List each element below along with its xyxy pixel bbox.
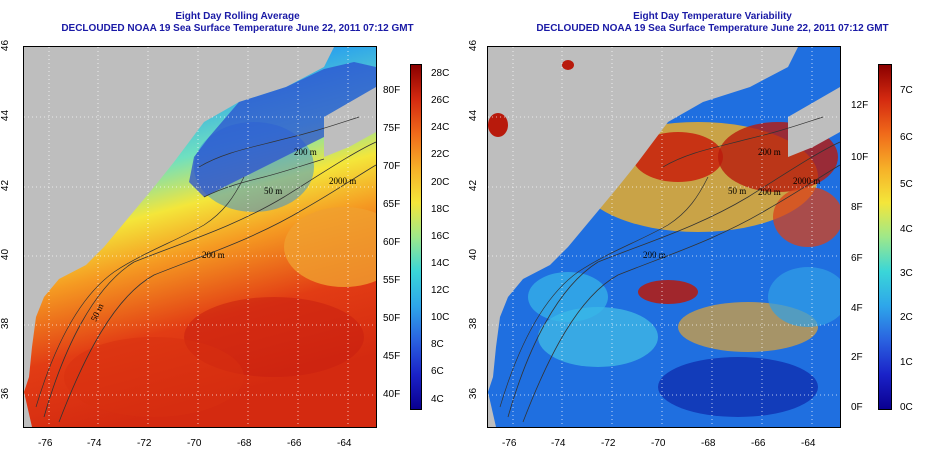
right-cb-f-6: 0F [851, 402, 863, 413]
contour-label-3: 200 m [294, 147, 317, 157]
left-cb-c-3: 22C [431, 149, 450, 160]
sst-variability-graphic: 200 m 2000 m 200 m 50 m 200 m [488, 47, 840, 427]
right-ytick-46: 46 [468, 39, 480, 52]
right-cb-f-1: 10F [851, 152, 869, 163]
contour-label-1: 200 m [643, 250, 666, 260]
right-cb-c-5: 2C [900, 312, 913, 323]
right-xtick-64: -64 [801, 438, 816, 449]
right-panel: Eight Day Temperature Variability DECLOU… [468, 0, 950, 475]
left-ytick-42: 42 [0, 179, 12, 192]
left-title-line1: Eight Day Rolling Average [175, 11, 300, 22]
left-cb-c-9: 10C [431, 312, 450, 323]
right-cb-f-5: 2F [851, 352, 863, 363]
right-colorbar [878, 64, 892, 410]
right-cb-c-3: 4C [900, 224, 913, 235]
left-cb-f-7: 45F [383, 351, 401, 362]
left-cb-c-6: 16C [431, 231, 450, 242]
right-ytick-42: 42 [468, 179, 480, 192]
left-title-line2: DECLOUDED NOAA 19 Sea Surface Temperatur… [61, 23, 414, 34]
right-xtick-66: -66 [751, 438, 766, 449]
sst-average-graphic: 200 m 2000 m 200 m 50 m 50 m [24, 47, 376, 427]
sst-variability-map: 200 m 2000 m 200 m 50 m 200 m [487, 46, 841, 428]
right-cb-c-1: 6C [900, 132, 913, 143]
left-ytick-36: 36 [0, 387, 12, 400]
left-cb-c-5: 18C [431, 204, 450, 215]
left-cb-c-12: 4C [431, 394, 444, 405]
left-panel: Eight Day Rolling Average DECLOUDED NOAA… [0, 11, 450, 449]
left-xtick-66: -66 [287, 438, 302, 449]
left-cb-c-7: 14C [431, 258, 450, 269]
left-xtick-70: -70 [187, 438, 202, 449]
contour-label-2: 2000 m [793, 176, 820, 186]
contour-label-3: 200 m [758, 147, 781, 157]
right-cb-c-7: 0C [900, 402, 913, 413]
right-xtick-70: -70 [651, 438, 666, 449]
land-mass [24, 47, 334, 392]
left-ytick-46: 46 [0, 39, 12, 52]
left-cb-f-2: 70F [383, 161, 401, 172]
left-cb-c-8: 12C [431, 285, 450, 296]
left-cb-c-11: 6C [431, 366, 444, 377]
left-cb-f-1: 75F [383, 123, 401, 134]
left-cb-f-5: 55F [383, 275, 401, 286]
contour-label-2: 2000 m [329, 176, 356, 186]
left-xtick-74: -74 [87, 438, 102, 449]
right-ytick-44: 44 [468, 109, 480, 122]
left-cb-c-2: 24C [431, 122, 450, 133]
left-cb-f-4: 60F [383, 237, 401, 248]
right-cb-c-0: 7C [900, 85, 913, 96]
right-xtick-68: -68 [701, 438, 716, 449]
left-xtick-72: -72 [137, 438, 152, 449]
left-colorbar [410, 64, 422, 410]
left-cb-f-8: 40F [383, 389, 401, 400]
right-title-line2: DECLOUDED NOAA 19 Sea Surface Temperatur… [536, 23, 889, 34]
right-xtick-74: -74 [551, 438, 566, 449]
right-cb-f-2: 8F [851, 202, 863, 213]
left-xtick-76: -76 [38, 438, 53, 449]
contour-label-4: 50 m [728, 186, 746, 196]
contour-label-1: 200 m [202, 250, 225, 260]
land-mass [488, 47, 798, 392]
left-ytick-38: 38 [0, 317, 12, 330]
left-xtick-64: -64 [337, 438, 352, 449]
sst-average-map: 200 m 2000 m 200 m 50 m 50 m [23, 46, 377, 428]
right-title-line1: Eight Day Temperature Variability [633, 11, 792, 22]
left-cb-f-0: 80F [383, 85, 401, 96]
right-cb-c-6: 1C [900, 357, 913, 368]
left-cb-f-6: 50F [383, 313, 401, 324]
right-cb-f-3: 6F [851, 253, 863, 264]
left-ytick-44: 44 [0, 109, 12, 122]
left-cb-f-3: 65F [383, 199, 401, 210]
contour-label-4: 50 m [264, 186, 282, 196]
right-ytick-38: 38 [468, 317, 480, 330]
left-xtick-68: -68 [237, 438, 252, 449]
right-ytick-40: 40 [468, 248, 480, 261]
right-xtick-72: -72 [601, 438, 616, 449]
right-xtick-76: -76 [502, 438, 517, 449]
right-cb-f-4: 4F [851, 303, 863, 314]
right-cb-f-0: 12F [851, 100, 869, 111]
right-ytick-36: 36 [468, 387, 480, 400]
left-ytick-40: 40 [0, 248, 12, 261]
left-cb-c-1: 26C [431, 95, 450, 106]
left-cb-c-0: 28C [431, 68, 450, 79]
left-cb-c-10: 8C [431, 339, 444, 350]
right-cb-c-4: 3C [900, 268, 913, 279]
left-cb-c-4: 20C [431, 177, 450, 188]
contour-label-5: 200 m [758, 187, 781, 197]
right-cb-c-2: 5C [900, 179, 913, 190]
